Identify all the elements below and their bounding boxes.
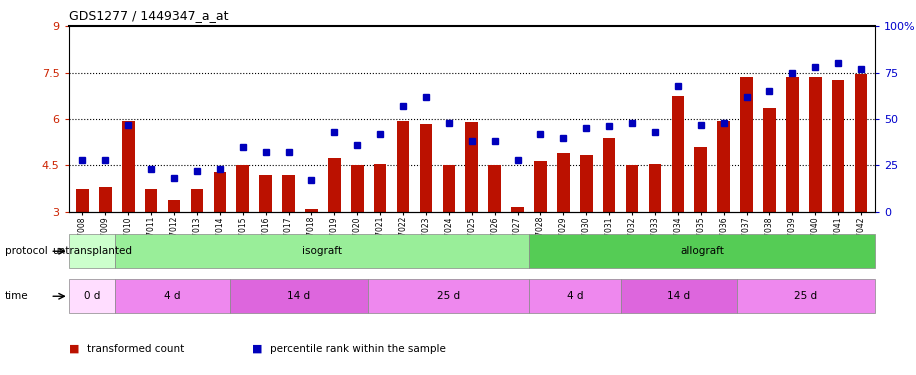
Bar [114, 279, 230, 313]
Bar [213, 172, 226, 212]
Bar [397, 121, 409, 212]
Bar [649, 164, 661, 212]
Text: protocol: protocol [5, 246, 48, 256]
Bar [557, 153, 570, 212]
Bar [191, 189, 203, 212]
Bar [230, 279, 368, 313]
Text: isograft: isograft [302, 246, 342, 256]
Text: 25 d: 25 d [437, 291, 460, 301]
Text: 0 d: 0 d [83, 291, 100, 301]
Bar [855, 74, 867, 212]
Text: untransplanted: untransplanted [51, 246, 132, 256]
Text: 25 d: 25 d [794, 291, 817, 301]
Text: percentile rank within the sample: percentile rank within the sample [270, 344, 446, 354]
Bar [694, 147, 707, 212]
Bar [442, 165, 455, 212]
Bar [580, 154, 593, 212]
Bar [809, 77, 822, 212]
Bar [736, 279, 875, 313]
Bar [534, 161, 547, 212]
Bar [717, 121, 730, 212]
Bar [328, 158, 341, 212]
Bar [763, 108, 776, 212]
Text: allograft: allograft [680, 246, 724, 256]
Bar [786, 77, 799, 212]
Bar [368, 279, 529, 313]
Bar [282, 175, 295, 212]
Bar [374, 164, 387, 212]
Bar [236, 165, 249, 212]
Text: 14 d: 14 d [668, 291, 691, 301]
Bar [305, 209, 318, 212]
Bar [671, 96, 684, 212]
Bar [114, 234, 529, 268]
Bar [511, 207, 524, 212]
Bar [488, 165, 501, 212]
Bar [145, 189, 158, 212]
Bar [529, 279, 621, 313]
Text: time: time [5, 291, 28, 301]
Text: 4 d: 4 d [164, 291, 180, 301]
Bar [168, 200, 180, 212]
Bar [621, 279, 736, 313]
Bar [465, 122, 478, 212]
Bar [76, 189, 89, 212]
Bar [69, 234, 114, 268]
Text: transformed count: transformed count [87, 344, 184, 354]
Bar [603, 138, 616, 212]
Bar [122, 121, 135, 212]
Text: ■: ■ [69, 344, 79, 354]
Bar [529, 234, 875, 268]
Bar [99, 187, 112, 212]
Bar [626, 165, 638, 212]
Text: ■: ■ [252, 344, 262, 354]
Bar [69, 279, 114, 313]
Bar [832, 80, 845, 212]
Text: 14 d: 14 d [288, 291, 311, 301]
Bar [740, 77, 753, 212]
Text: GDS1277 / 1449347_a_at: GDS1277 / 1449347_a_at [69, 9, 228, 22]
Bar [420, 124, 432, 212]
Bar [259, 175, 272, 212]
Bar [351, 165, 364, 212]
Text: 4 d: 4 d [567, 291, 583, 301]
